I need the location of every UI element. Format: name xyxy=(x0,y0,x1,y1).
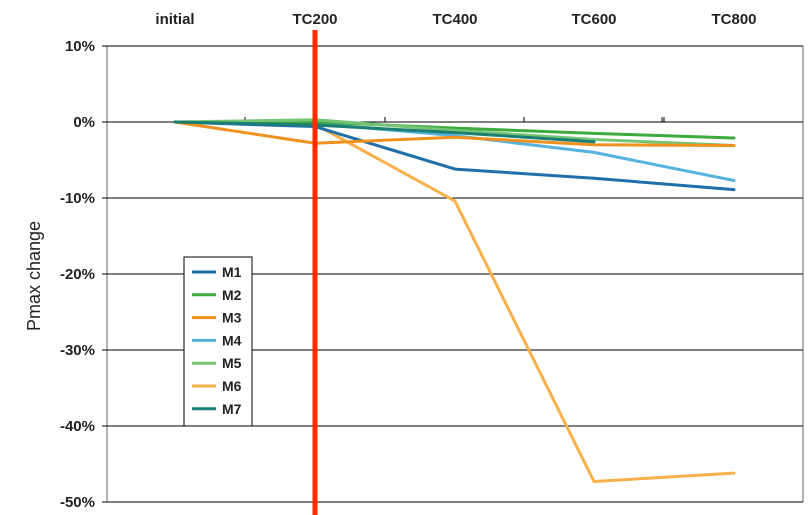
legend-label-m6: M6 xyxy=(222,378,242,394)
y-tick-label: -30% xyxy=(60,342,95,359)
series-line-m2 xyxy=(173,120,736,140)
y-tick-labels: 10% 0% -10% -20% -30% -40% -50% xyxy=(60,38,95,511)
y-tick-label: -20% xyxy=(60,266,95,283)
legend-label-m1: M1 xyxy=(222,264,242,280)
series-line-m6 xyxy=(173,120,736,483)
category-label: initial xyxy=(155,11,194,28)
series-line-m5 xyxy=(173,118,736,148)
category-label: TC800 xyxy=(711,11,756,28)
series-line-m3 xyxy=(173,120,736,148)
legend-label-m3: M3 xyxy=(222,310,242,326)
legend: M1 M2 M3 M4 M5 M6 M7 xyxy=(183,256,253,427)
legend-label-m7: M7 xyxy=(222,401,242,417)
y-tick-label: -10% xyxy=(60,190,95,207)
y-tick-label: -40% xyxy=(60,418,95,435)
category-labels: initial TC200 TC400 TC600 TC800 xyxy=(155,11,756,28)
category-label: TC400 xyxy=(432,11,477,28)
y-axis-title: Pmax change xyxy=(24,221,44,331)
category-label: TC600 xyxy=(571,11,616,28)
category-label: TC200 xyxy=(292,11,337,28)
legend-label-m5: M5 xyxy=(222,355,242,371)
series-line-m7 xyxy=(173,120,596,144)
legend-label-m4: M4 xyxy=(222,332,242,348)
series-lines xyxy=(173,118,736,483)
y-tick-label: -50% xyxy=(60,494,95,511)
y-tick-label: 10% xyxy=(65,38,95,55)
y-tick-label: 0% xyxy=(73,114,95,131)
legend-label-m2: M2 xyxy=(222,287,242,303)
